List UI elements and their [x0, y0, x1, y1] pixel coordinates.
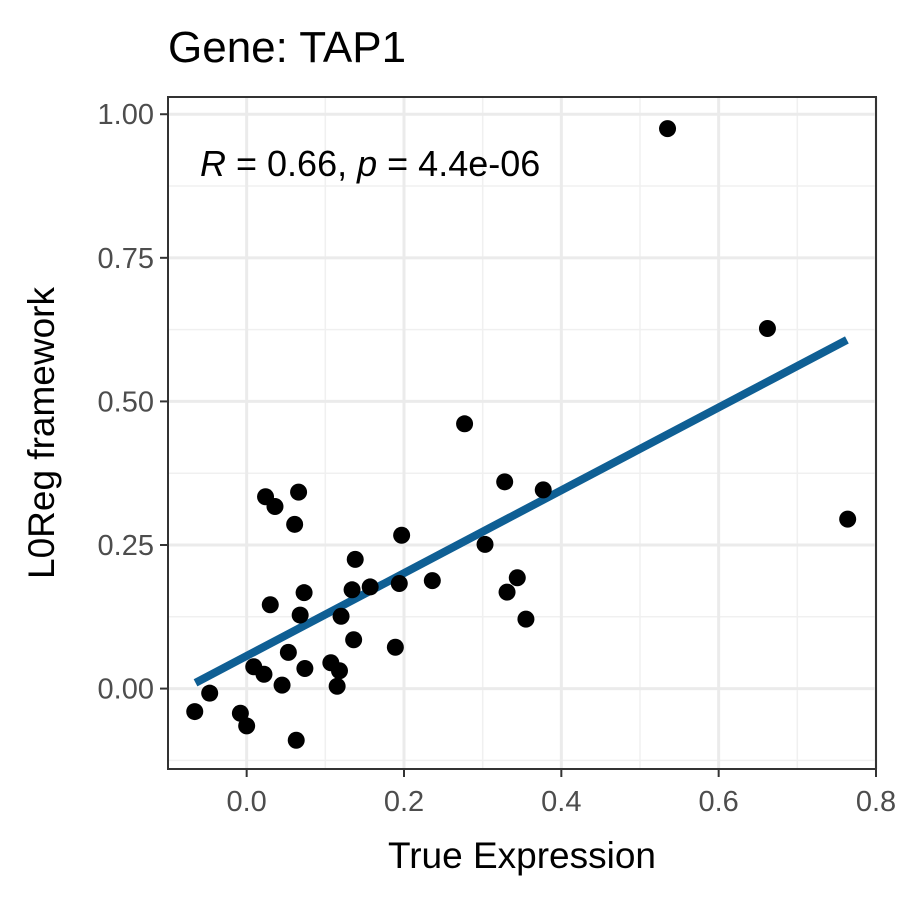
data-point: [287, 731, 305, 749]
data-point: [186, 703, 204, 721]
data-point: [508, 569, 526, 587]
data-point: [393, 526, 411, 544]
data-point: [839, 510, 857, 528]
data-point: [456, 415, 474, 433]
data-point: [386, 638, 404, 656]
y-axis: 0.00 0.25 0.50 0.75 1.00: [98, 99, 168, 706]
chart-title: Gene: TAP1: [168, 23, 406, 72]
data-point: [498, 583, 516, 601]
data-point: [517, 610, 535, 628]
points-layer: [186, 120, 857, 749]
x-tick-label: 0.0: [227, 786, 267, 818]
data-point: [255, 665, 273, 683]
regression-layer: [193, 336, 849, 687]
y-tick-label: 0.25: [98, 530, 154, 562]
data-point: [361, 578, 379, 596]
data-point: [266, 498, 284, 516]
panel-border: [167, 96, 877, 770]
r-value: = 0.66,: [226, 143, 357, 184]
major-gridlines: [168, 97, 878, 769]
x-tick-label: 0.6: [699, 786, 739, 818]
data-point: [295, 584, 313, 602]
data-point: [332, 607, 350, 625]
data-point: [496, 473, 514, 491]
y-tick-label: 1.00: [98, 99, 154, 131]
p-value: = 4.4e-06: [377, 143, 540, 184]
data-point: [330, 662, 348, 680]
minor-gridlines: [168, 97, 876, 769]
data-point: [534, 481, 552, 499]
correlation-annotation: R = 0.66, p = 4.4e-06: [200, 143, 540, 184]
data-point: [476, 535, 494, 553]
data-point: [261, 596, 279, 614]
data-point: [343, 581, 361, 599]
data-point: [231, 704, 249, 722]
data-point: [201, 684, 219, 702]
regression-line: [193, 336, 849, 687]
data-point: [328, 677, 346, 695]
x-axis: 0.0 0.2 0.4 0.6 0.8: [227, 769, 896, 818]
data-point: [273, 676, 291, 694]
data-point: [291, 606, 309, 624]
p-symbol: p: [356, 143, 377, 184]
data-point: [238, 717, 256, 735]
x-tick-label: 0.4: [541, 786, 581, 818]
x-tick-label: 0.8: [856, 786, 896, 818]
data-point: [290, 483, 308, 501]
x-tick-label: 0.2: [384, 786, 424, 818]
data-point: [390, 574, 408, 592]
y-tick-label: 0.00: [98, 674, 154, 706]
data-point: [346, 550, 364, 568]
r-symbol: R: [200, 143, 226, 184]
data-point: [345, 631, 363, 649]
data-point: [296, 659, 314, 677]
data-point: [659, 120, 677, 138]
data-point: [286, 515, 304, 533]
y-axis-title: L0Reg framework: [21, 287, 62, 580]
data-point: [758, 319, 776, 337]
y-tick-label: 0.50: [98, 386, 154, 418]
data-point: [279, 643, 297, 661]
y-tick-label: 0.75: [98, 243, 154, 275]
x-axis-title: True Expression: [388, 835, 656, 876]
data-point: [423, 572, 441, 590]
